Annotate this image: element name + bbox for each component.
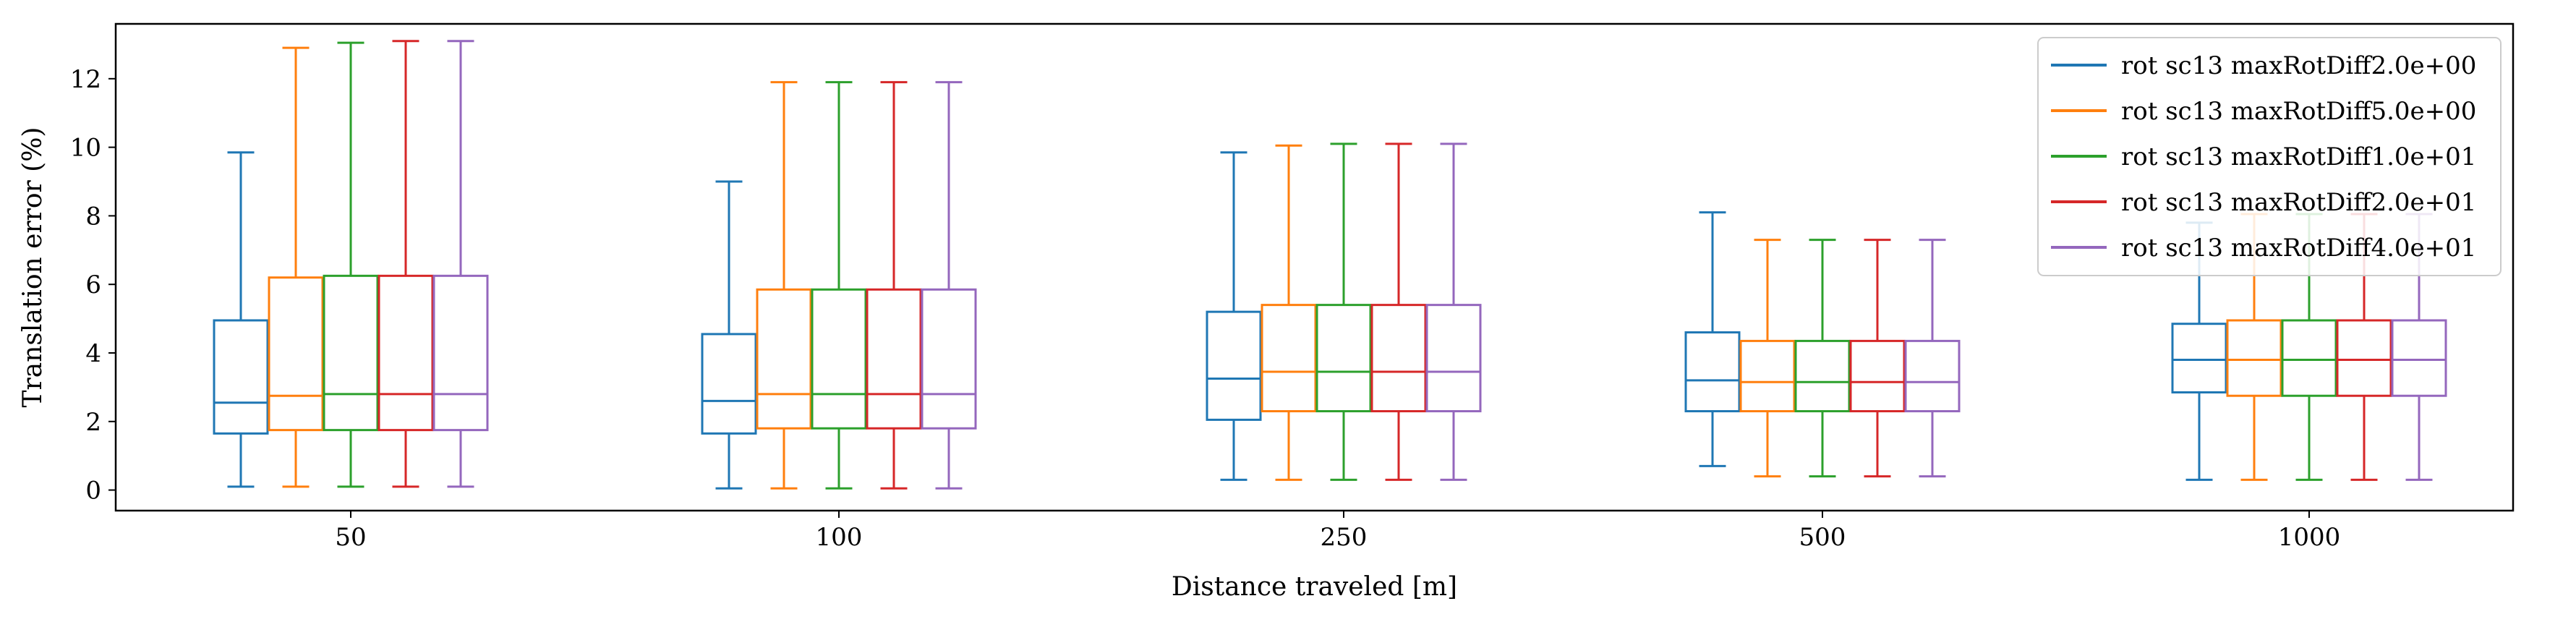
box-body xyxy=(701,333,757,435)
y-tick-label: 8 xyxy=(85,202,101,231)
box-1000-series-4 xyxy=(2391,213,2447,481)
box-body xyxy=(2171,323,2227,393)
x-tick-label: 1000 xyxy=(2278,523,2341,552)
box-50-series-0 xyxy=(213,151,269,488)
box-250-series-3 xyxy=(1370,142,1427,481)
box-body xyxy=(213,319,269,435)
box-body xyxy=(1849,339,1906,413)
plot-frame xyxy=(114,22,2515,512)
y-tick-label: 0 xyxy=(85,477,101,506)
box-body xyxy=(1315,304,1372,413)
box-500-series-3 xyxy=(1849,239,1906,478)
box-body xyxy=(268,276,324,432)
x-tick-label: 500 xyxy=(1799,523,1846,552)
y-tick-label: 12 xyxy=(70,65,101,94)
box-50-series-4 xyxy=(432,40,489,488)
box-body xyxy=(2391,319,2447,397)
y-tick-label: 4 xyxy=(85,339,101,368)
box-body xyxy=(1370,304,1427,413)
box-500-series-2 xyxy=(1794,239,1851,478)
axes: 0 2 4 6 8 10 12 50 100 250 500 1000 xyxy=(70,65,2341,552)
box-body xyxy=(2281,319,2337,397)
box-100-series-2 xyxy=(811,81,867,490)
box-body xyxy=(2336,319,2392,397)
box-50-series-3 xyxy=(378,40,434,488)
box-100-series-3 xyxy=(866,81,922,490)
box-body xyxy=(323,274,379,432)
box-body xyxy=(1684,331,1741,413)
box-body xyxy=(1261,304,1317,413)
box-500-series-4 xyxy=(1904,239,1961,478)
box-250-series-2 xyxy=(1315,142,1372,481)
box-250-series-0 xyxy=(1206,151,1262,481)
box-100-series-4 xyxy=(921,81,977,490)
x-tick-label: 250 xyxy=(1321,523,1368,552)
legend-entry: rot sc13 maxRotDiff1.0e+01 xyxy=(2121,142,2476,171)
box-body xyxy=(1206,310,1262,421)
y-tick-label: 2 xyxy=(85,408,101,437)
box-500-series-1 xyxy=(1739,239,1796,478)
y-axis-label: Translation error (%) xyxy=(18,127,48,408)
box-50-series-2 xyxy=(323,41,379,488)
legend: rot sc13 maxRotDiff2.0e+00 rot sc13 maxRo… xyxy=(2037,37,2502,276)
x-tick-label: 100 xyxy=(816,523,863,552)
box-body xyxy=(921,288,977,430)
box-100-series-0 xyxy=(701,180,757,490)
box-body xyxy=(1425,304,1482,413)
box-body xyxy=(2226,319,2282,397)
box-body xyxy=(756,288,812,430)
legend-entry: rot sc13 maxRotDiff4.0e+01 xyxy=(2121,234,2476,263)
box-body xyxy=(811,288,867,430)
y-tick-label: 10 xyxy=(70,134,101,163)
box-250-series-1 xyxy=(1261,144,1317,481)
box-body xyxy=(1904,339,1961,413)
box-body xyxy=(432,274,489,432)
x-tick-label: 50 xyxy=(335,523,366,552)
box-body xyxy=(378,274,434,432)
box-250-series-4 xyxy=(1425,142,1482,481)
x-axis-label: Distance traveled [m] xyxy=(1172,572,1457,602)
legend-entry: rot sc13 maxRotDiff5.0e+00 xyxy=(2121,97,2476,126)
box-500-series-0 xyxy=(1684,211,1741,467)
box-100-series-1 xyxy=(756,81,812,490)
box-50-series-1 xyxy=(268,46,324,488)
box-body xyxy=(1739,339,1796,413)
box-body xyxy=(1794,339,1851,413)
legend-frame xyxy=(2037,37,2502,276)
legend-entry: rot sc13 maxRotDiff2.0e+00 xyxy=(2121,51,2476,80)
y-tick-label: 6 xyxy=(85,270,101,299)
box-body xyxy=(866,288,922,430)
legend-entry: rot sc13 maxRotDiff2.0e+01 xyxy=(2121,188,2476,217)
